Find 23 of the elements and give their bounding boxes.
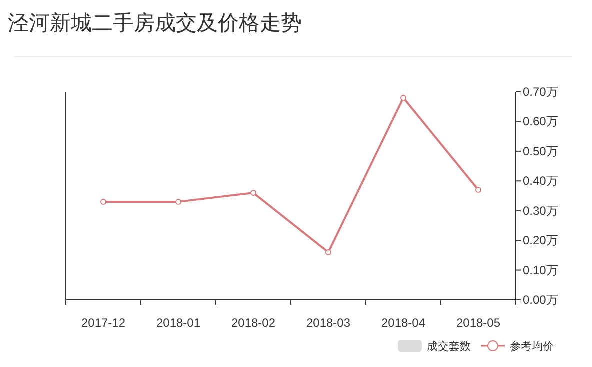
y2-tick-label: 0.40万: [523, 174, 558, 188]
y2-tick-label: 0.20万: [523, 234, 558, 248]
y2-tick-label: 0.70万: [523, 85, 558, 99]
x-tick-label: 2018-05: [456, 316, 501, 330]
x-tick-label: 2018-03: [306, 316, 351, 330]
y2-tick-label: 0.60万: [523, 114, 558, 129]
legend-label: 成交套数: [427, 340, 471, 353]
legend-label: 参考均价: [510, 340, 554, 353]
x-tick-label: 2017-12: [81, 316, 126, 330]
point: [476, 187, 482, 194]
point: [250, 190, 256, 196]
y2-tick-label: 0.00万: [523, 293, 558, 307]
point: [100, 198, 106, 205]
point: [176, 198, 182, 205]
point: [326, 249, 332, 256]
y2-tick-label: 0.10万: [523, 263, 558, 278]
y2-tick-label: 0.50万: [523, 144, 558, 158]
chart-title: 泾河新城二手房成交及价格走势: [8, 12, 302, 35]
point: [400, 94, 406, 101]
x-tick-label: 2018-04: [381, 316, 426, 330]
x-tick-label: 2018-02: [231, 316, 276, 330]
y2-tick-label: 0.30万: [523, 204, 558, 218]
x-tick-label: 2018-01: [156, 316, 201, 330]
